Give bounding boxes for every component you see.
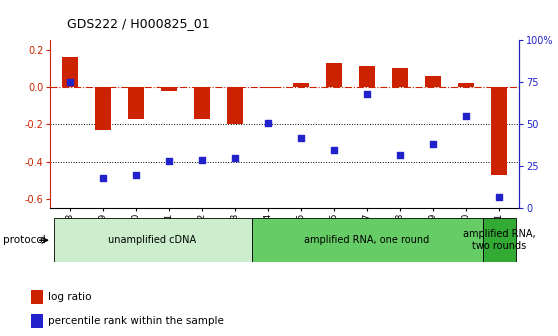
- Bar: [252, 218, 483, 262]
- Point: [495, 194, 504, 199]
- Bar: [458, 83, 474, 87]
- Point: [165, 159, 174, 164]
- Bar: [260, 87, 276, 88]
- Bar: [227, 87, 243, 124]
- Point: [297, 135, 306, 140]
- Point: [396, 152, 405, 157]
- Bar: [326, 63, 343, 87]
- Bar: [161, 87, 177, 91]
- Point: [363, 91, 372, 97]
- Bar: [483, 218, 516, 262]
- Text: percentile rank within the sample: percentile rank within the sample: [48, 317, 224, 327]
- Text: unamplified cDNA: unamplified cDNA: [108, 235, 196, 245]
- Text: amplified RNA,
two rounds: amplified RNA, two rounds: [463, 229, 536, 251]
- Point: [429, 142, 437, 147]
- Text: log ratio: log ratio: [48, 292, 92, 302]
- Bar: [194, 87, 210, 119]
- Text: protocol: protocol: [3, 235, 46, 245]
- Text: amplified RNA, one round: amplified RNA, one round: [305, 235, 430, 245]
- Point: [263, 120, 272, 125]
- Bar: [359, 67, 376, 87]
- Bar: [425, 76, 441, 87]
- Point: [330, 147, 339, 152]
- Point: [132, 172, 141, 177]
- Bar: [293, 83, 309, 87]
- Point: [65, 80, 74, 85]
- Bar: [54, 218, 252, 262]
- Point: [461, 113, 470, 119]
- Point: [230, 155, 239, 161]
- Bar: [95, 87, 111, 130]
- Bar: [128, 87, 145, 119]
- Bar: [491, 87, 507, 175]
- Bar: [62, 57, 78, 87]
- Bar: [31, 290, 43, 304]
- Point: [99, 175, 108, 181]
- Bar: [392, 68, 408, 87]
- Text: GDS222 / H000825_01: GDS222 / H000825_01: [67, 17, 210, 30]
- Bar: [31, 314, 43, 328]
- Point: [198, 157, 206, 162]
